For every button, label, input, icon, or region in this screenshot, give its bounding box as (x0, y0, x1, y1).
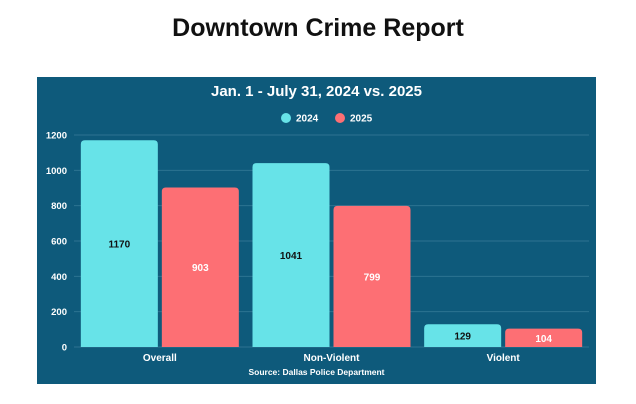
bar-value-label: 1041 (280, 251, 303, 262)
bar-overall-2025 (161, 187, 239, 347)
chart-bars: 1170 903 1041 799 129 104 (80, 140, 583, 347)
bar-violent-2024 (424, 324, 502, 347)
page-title: Downtown Crime Report (172, 14, 464, 42)
y-tick-label: 400 (51, 272, 67, 283)
y-axis: 0 200 400 600 800 1000 1200 (46, 131, 67, 354)
x-axis: Overall Non-Violent Violent (143, 353, 521, 364)
bar-value-label: 129 (454, 332, 471, 343)
y-tick-label: 0 (62, 343, 67, 354)
y-tick-label: 200 (51, 307, 67, 318)
y-tick-label: 1000 (46, 166, 67, 177)
legend-label-2025: 2025 (350, 114, 373, 125)
chart-source-note: Source: Dallas Police Department (248, 367, 384, 377)
chart-gridlines (74, 134, 589, 348)
bar-value-label: 799 (364, 272, 381, 283)
bar-value-label: 903 (192, 263, 209, 274)
legend-marker-2025 (335, 113, 345, 123)
x-category-label: Violent (487, 353, 521, 364)
bar-non-violent-2025 (333, 205, 411, 347)
bar-non-violent-2024 (252, 163, 330, 347)
y-tick-label: 800 (51, 201, 67, 212)
x-category-label: Overall (143, 353, 177, 364)
bar-overall-2024 (80, 140, 158, 347)
bar-value-label: 104 (535, 334, 552, 345)
legend-label-2024: 2024 (296, 114, 319, 125)
chart-title: Jan. 1 - July 31, 2024 vs. 2025 (211, 83, 422, 100)
chart-legend: 2024 2025 (281, 113, 373, 125)
x-category-label: Non-Violent (304, 353, 361, 364)
bar-violent-2025 (505, 328, 583, 347)
bar-chart: Jan. 1 - July 31, 2024 vs. 2025 2024 2025… (46, 83, 589, 377)
y-tick-label: 1200 (46, 131, 67, 142)
bar-value-label: 1170 (108, 240, 130, 251)
legend-marker-2024 (281, 113, 291, 123)
chart-panel: Jan. 1 - July 31, 2024 vs. 2025 2024 2025… (37, 77, 596, 384)
y-tick-label: 600 (51, 237, 67, 248)
